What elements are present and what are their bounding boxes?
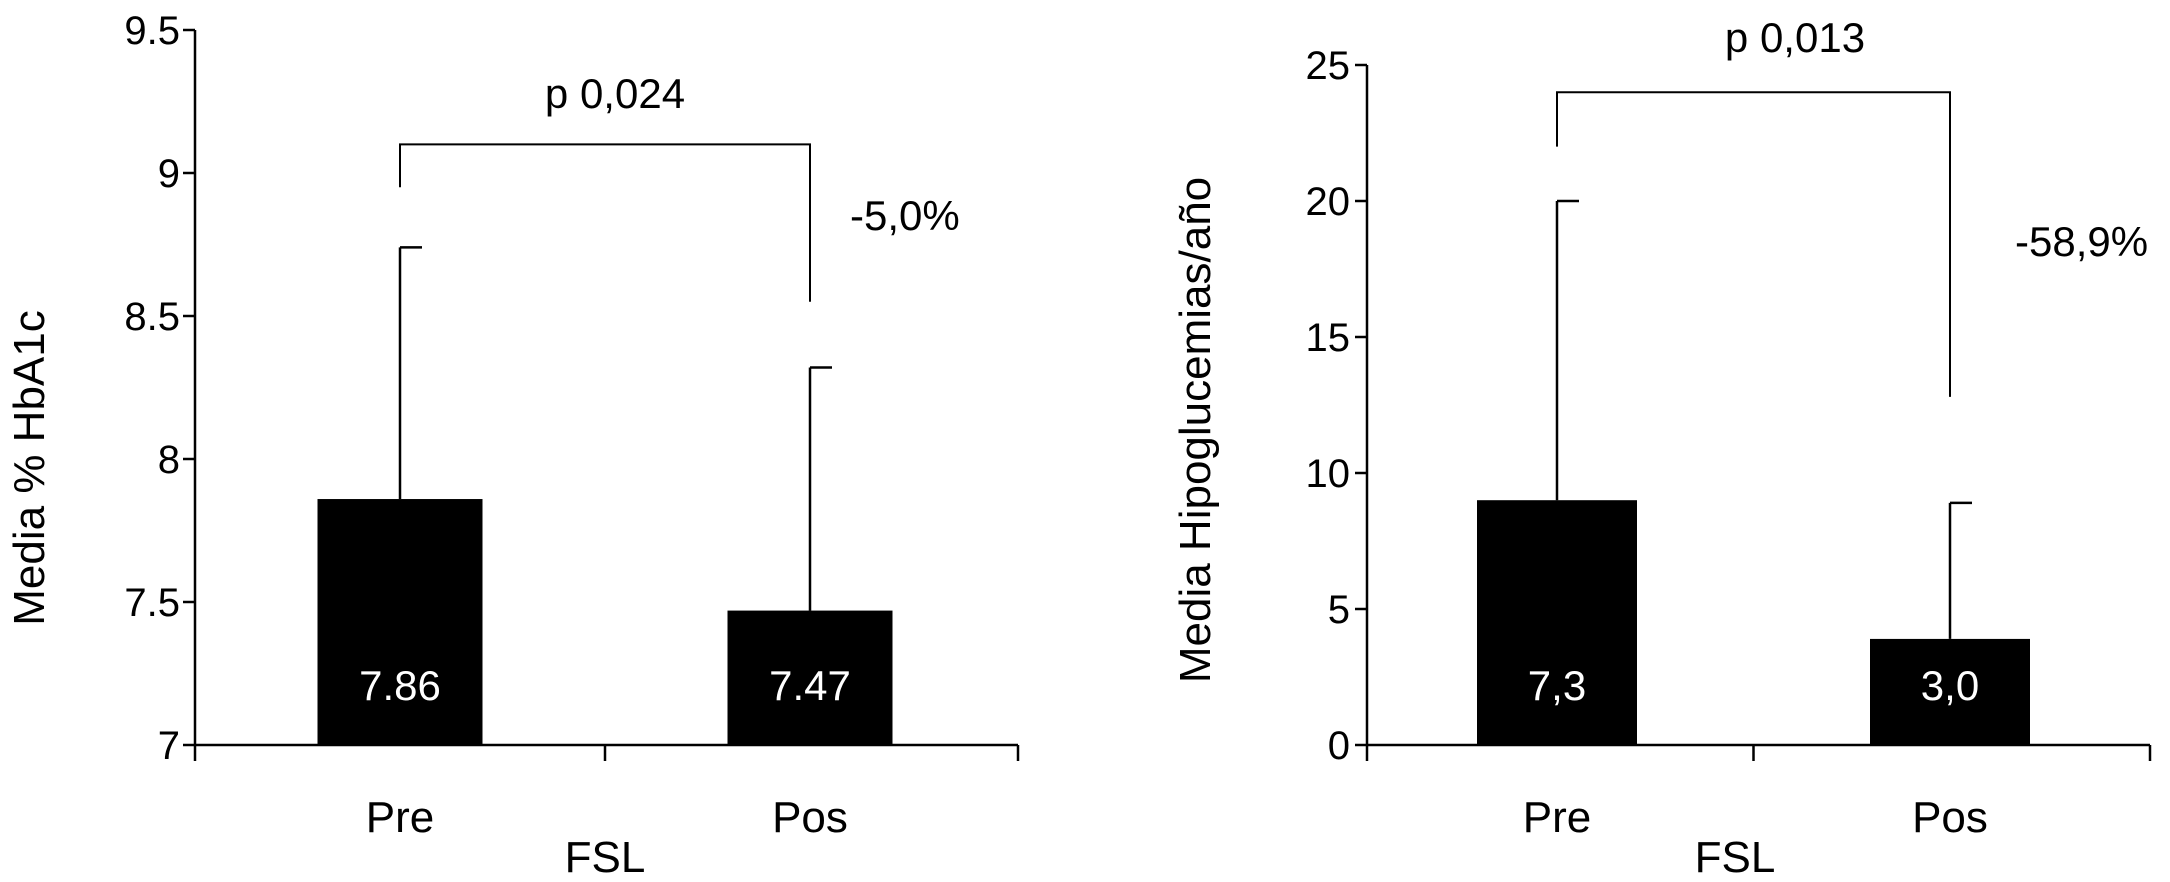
hypoglycemia-y-tick-label: 20 [1306, 180, 1351, 224]
hypoglycemia-change-percent: -58,9% [2015, 218, 2148, 265]
hba1c-y-tick-label: 9.5 [124, 9, 180, 53]
hba1c-y-axis-title: Media % HbA1c [5, 310, 54, 625]
hba1c-change-percent: -5,0% [850, 192, 960, 239]
hba1c-bar-pre [317, 499, 483, 745]
hypoglycemia-chart: Media Hipoglucemias/año FSL p 0,013 -58,… [1171, 14, 2152, 882]
hypoglycemia-bar-value-label: 7,3 [1528, 662, 1586, 709]
hba1c-category-label: Pos [772, 793, 848, 842]
hypoglycemia-bar-pos [1870, 638, 2030, 745]
hba1c-bar-pos [727, 610, 893, 745]
hypoglycemia-x-axis-title: FSL [1695, 833, 1776, 882]
hba1c-bar-value-label: 7.86 [359, 662, 441, 709]
hba1c-category-label: Pre [366, 793, 434, 842]
hba1c-bar-value-label: 7.47 [769, 662, 851, 709]
hba1c-y-tick-label: 7.5 [124, 581, 180, 625]
hypoglycemia-y-tick-label: 25 [1306, 44, 1351, 88]
hba1c-x-axis-title: FSL [565, 833, 646, 882]
hypoglycemia-y-axis-title: Media Hipoglucemias/año [1171, 177, 1220, 683]
hypoglycemia-bar-value-label: 3,0 [1921, 662, 1979, 709]
hypoglycemia-category-label: Pre [1523, 793, 1591, 842]
hypoglycemia-y-tick-label: 10 [1306, 452, 1351, 496]
hypoglycemia-y-tick-label: 0 [1328, 724, 1350, 768]
hypoglycemia-p-value: p 0,013 [1725, 14, 1865, 61]
hba1c-y-tick-label: 8 [158, 438, 180, 482]
hypoglycemia-significance-bracket [1556, 91, 1951, 397]
hba1c-y-tick-label: 8.5 [124, 295, 180, 339]
hba1c-significance-bracket [399, 143, 811, 302]
hba1c-chart: Media % HbA1c FSL p 0,024 -5,0% 7 7.5 8 8.5… [5, 9, 1020, 882]
hypoglycemia-y-tick-label: 5 [1328, 588, 1350, 632]
hypoglycemia-y-tick-label: 15 [1306, 316, 1351, 360]
hba1c-p-value: p 0,024 [545, 70, 685, 117]
hypoglycemia-bar-pre [1477, 500, 1637, 745]
hypoglycemia-category-label: Pos [1912, 793, 1988, 842]
hba1c-y-tick-label: 9 [158, 152, 180, 196]
hba1c-y-tick-label: 7 [158, 724, 180, 768]
